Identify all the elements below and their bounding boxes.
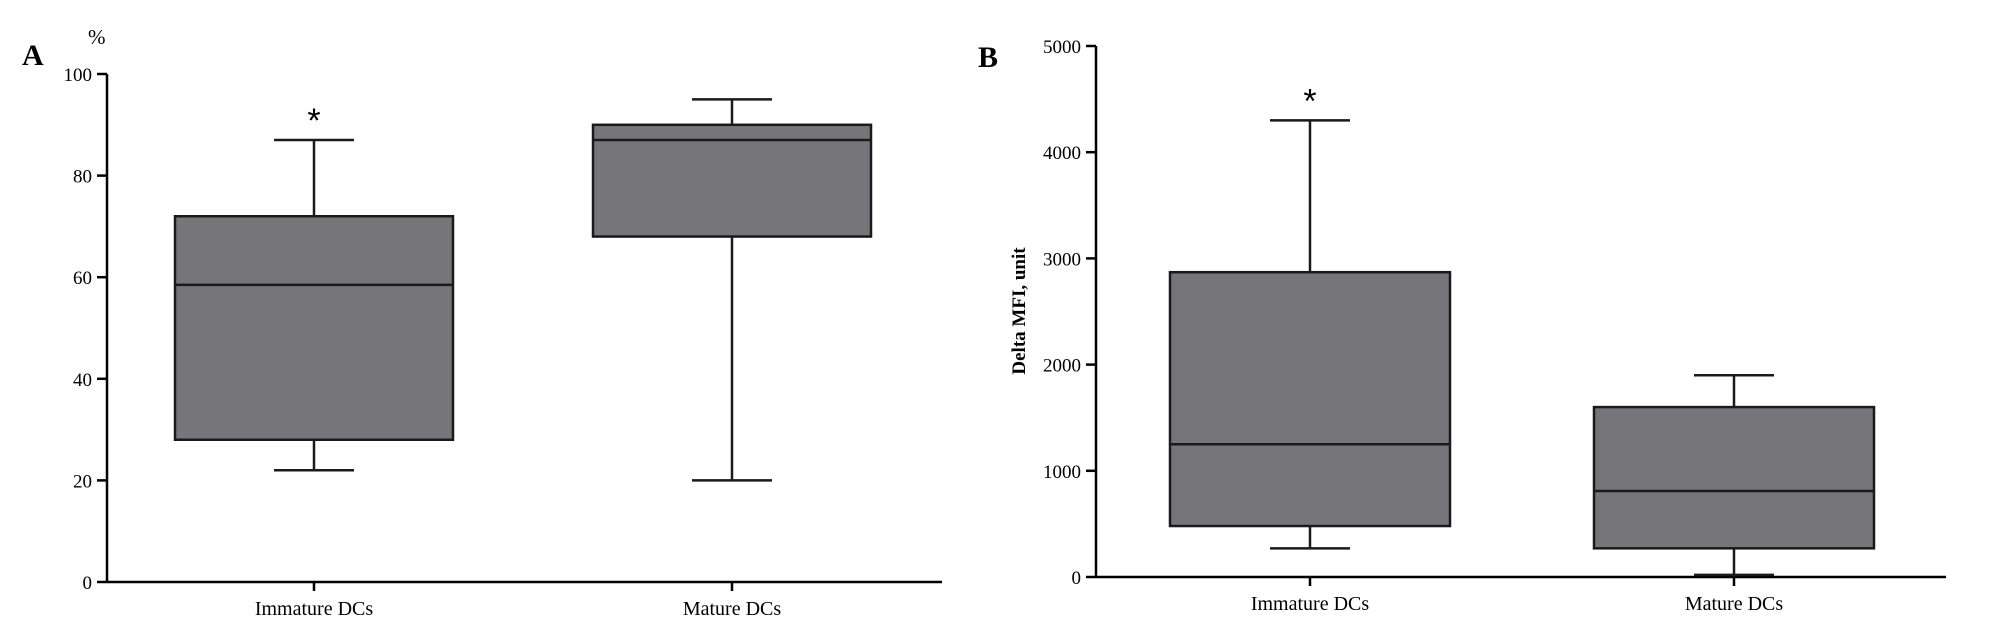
y-tick-label: 3000 bbox=[1043, 249, 1081, 270]
y-tick-label: 2000 bbox=[1043, 356, 1081, 377]
iqr-box bbox=[173, 214, 455, 442]
panel-label: B bbox=[978, 41, 998, 74]
x-category-label: Mature DCs bbox=[1685, 593, 1784, 615]
significance-marker: * bbox=[307, 102, 320, 140]
significance-marker: * bbox=[1303, 82, 1316, 120]
y-tick-label: 100 bbox=[64, 65, 93, 86]
x-category-label: Immature DCs bbox=[1251, 593, 1370, 615]
panel-a: 0 20 40 60 80 100 Immature DCs Mature DCs * A% bbox=[22, 25, 942, 620]
y-tick-label: 1000 bbox=[1043, 462, 1081, 483]
y-tick-label: 5000 bbox=[1043, 37, 1081, 58]
y-tick-label: 60 bbox=[73, 268, 92, 289]
panel-b: 0 1000 2000 3000 4000 5000 Immature DCs Mature … bbox=[978, 37, 1946, 615]
x-category-label: Immature DCs bbox=[255, 598, 374, 620]
iqr-box bbox=[1592, 405, 1876, 550]
y-unit-label: % bbox=[88, 25, 106, 49]
y-tick-label: 4000 bbox=[1043, 143, 1081, 164]
y-tick-label: 40 bbox=[73, 370, 92, 391]
x-category-label: Mature DCs bbox=[683, 598, 782, 620]
iqr-box bbox=[1168, 270, 1452, 528]
y-axis-label: Delta MFI, unit bbox=[1009, 247, 1030, 375]
y-tick-label: 20 bbox=[73, 471, 92, 492]
panel-label: A bbox=[22, 39, 44, 72]
y-tick-label: 80 bbox=[73, 167, 92, 188]
iqr-box bbox=[591, 123, 873, 238]
y-tick-label: 0 bbox=[1072, 568, 1082, 589]
y-tick-label: 0 bbox=[83, 573, 93, 594]
